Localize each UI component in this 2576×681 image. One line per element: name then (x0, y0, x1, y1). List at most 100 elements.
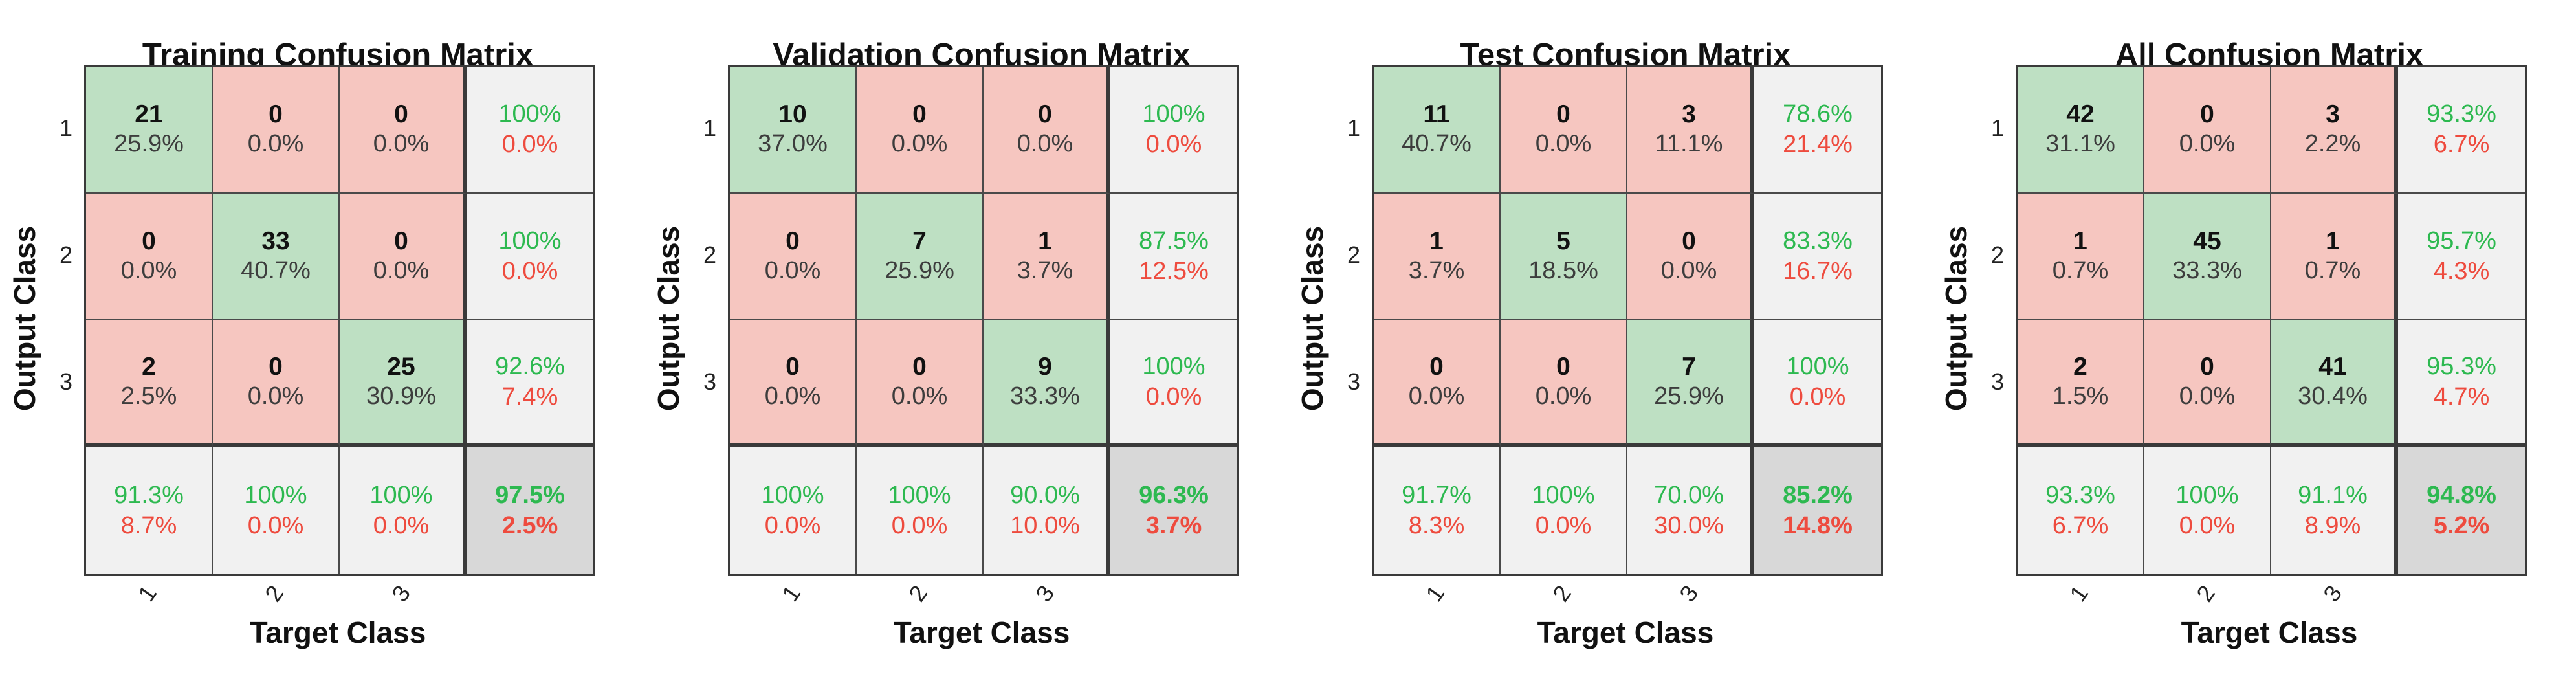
observation-count: 2 (142, 353, 156, 381)
matrix-cell-r1c3: 3 11.1% (1627, 67, 1754, 194)
overall-accuracy: 85.2% (1783, 481, 1853, 509)
observation-percent: 0.0% (373, 130, 430, 158)
observation-percent: 0.0% (120, 257, 177, 285)
success-rate: 70.0% (1654, 481, 1724, 509)
y-tick-label: 3 (1990, 368, 2004, 395)
matrix-cell-r1c2: 0 0.0% (1501, 67, 1627, 194)
matrix-cell-r1c1: 21 25.9% (86, 67, 213, 194)
x-tick-label: 1 (2064, 580, 2094, 607)
observation-count: 0 (142, 227, 156, 256)
observation-percent: 0.0% (2179, 383, 2236, 410)
success-rate: 100% (888, 481, 951, 509)
observation-count: 2 (2073, 353, 2087, 381)
matrix-cell-r3c3: 25 30.9% (340, 320, 467, 447)
observation-percent: 25.9% (1654, 383, 1724, 410)
overall-error: 5.2% (2433, 511, 2490, 539)
success-rate: 87.5% (1139, 227, 1209, 254)
confusion-matrix-panel-4: All Confusion Matrix Output Class 42 31.1… (1932, 0, 2575, 681)
observation-percent: 33.3% (1010, 383, 1080, 410)
success-rate: 91.1% (2298, 481, 2368, 509)
overall-accuracy: 94.8% (2427, 481, 2496, 509)
matrix-cell-r3c3: 9 33.3% (984, 320, 1110, 447)
overall-error: 3.7% (1145, 511, 1202, 539)
error-rate: 6.7% (2052, 511, 2109, 539)
matrix-cell-r3c2: 0 0.0% (857, 320, 984, 447)
observation-percent: 0.0% (1535, 383, 1592, 410)
col-summary-cell-c3: 100% 0.0% (340, 447, 467, 574)
overall-error: 2.5% (501, 511, 558, 539)
observation-count: 1 (1038, 227, 1052, 256)
overall-accuracy-cell: 94.8% 5.2% (2398, 447, 2525, 574)
overall-accuracy: 96.3% (1139, 481, 1209, 509)
x-tick-label: 3 (2318, 580, 2348, 607)
success-rate: 100% (369, 481, 433, 509)
observation-percent: 0.0% (891, 130, 948, 158)
matrix-cell-r3c2: 0 0.0% (213, 320, 340, 447)
observation-percent: 0.0% (1017, 130, 1073, 158)
col-summary-cell-c3: 70.0% 30.0% (1627, 447, 1754, 574)
observation-count: 0 (786, 227, 800, 256)
matrix-cell-r3c1: 0 0.0% (1374, 320, 1501, 447)
confusion-matrix-grid: 42 31.1% 0 0.0% 3 2.2% 93.3% 6.7% 1 0.7% 45 33.3% 1 0… (2016, 65, 2527, 576)
y-tick-label: 3 (59, 368, 72, 395)
y-tick-label: 2 (1347, 241, 1360, 268)
error-rate: 0.0% (1535, 511, 1592, 539)
success-rate: 100% (761, 481, 824, 509)
matrix-cell-r3c3: 41 30.4% (2271, 320, 2398, 447)
observation-percent: 37.0% (758, 130, 828, 158)
success-rate: 90.0% (1010, 481, 1080, 509)
matrix-cell-r3c3: 7 25.9% (1627, 320, 1754, 447)
matrix-cell-r1c3: 0 0.0% (340, 67, 467, 194)
observation-percent: 3.7% (1408, 257, 1465, 285)
y-tick-label: 2 (59, 241, 72, 268)
matrix-cell-r1c3: 3 2.2% (2271, 67, 2398, 194)
observation-count: 0 (269, 353, 283, 381)
observation-count: 1 (2073, 227, 2087, 256)
observation-count: 0 (2200, 100, 2214, 129)
observation-percent: 2.5% (120, 383, 177, 410)
y-tick-label: 1 (1990, 115, 2004, 141)
success-rate: 100% (498, 100, 562, 128)
observation-count: 5 (1556, 227, 1570, 256)
observation-count: 11 (1423, 100, 1450, 129)
success-rate: 83.3% (1783, 227, 1853, 254)
matrix-cell-r2c2: 45 33.3% (2144, 194, 2271, 320)
observation-count: 10 (778, 100, 807, 129)
observation-count: 9 (1038, 353, 1052, 381)
row-summary-cell-r1: 100% 0.0% (1110, 67, 1237, 194)
y-tick-label: 3 (703, 368, 716, 395)
error-rate: 16.7% (1783, 257, 1853, 285)
success-rate: 91.3% (114, 481, 184, 509)
observation-percent: 25.9% (885, 257, 954, 285)
observation-percent: 0.0% (764, 383, 821, 410)
error-rate: 4.3% (2433, 257, 2490, 285)
observation-count: 3 (1682, 100, 1696, 129)
row-summary-cell-r1: 100% 0.0% (467, 67, 593, 194)
observation-count: 0 (1038, 100, 1052, 129)
matrix-cell-r2c1: 1 0.7% (2018, 194, 2144, 320)
confusion-matrix-grid: 11 40.7% 0 0.0% 3 11.1% 78.6% 21.4% 1 3.7% 5 18.5% 0… (1372, 65, 1883, 576)
matrix-cell-r1c2: 0 0.0% (213, 67, 340, 194)
matrix-cell-r2c1: 0 0.0% (86, 194, 213, 320)
matrix-cell-r3c1: 2 1.5% (2018, 320, 2144, 447)
error-rate: 7.4% (501, 383, 558, 410)
col-summary-cell-c2: 100% 0.0% (857, 447, 984, 574)
observation-count: 0 (1556, 100, 1570, 129)
matrix-cell-r3c2: 0 0.0% (2144, 320, 2271, 447)
matrix-cell-r1c1: 11 40.7% (1374, 67, 1501, 194)
error-rate: 0.0% (2179, 511, 2236, 539)
y-tick-label: 1 (1347, 115, 1360, 141)
row-summary-cell-r3: 95.3% 4.7% (2398, 320, 2525, 447)
observation-count: 0 (1682, 227, 1696, 256)
success-rate: 100% (1786, 352, 1849, 380)
x-axis-label: Target Class (249, 616, 426, 649)
success-rate: 100% (1142, 352, 1205, 380)
error-rate: 30.0% (1654, 511, 1724, 539)
row-summary-cell-r1: 78.6% 21.4% (1754, 67, 1881, 194)
error-rate: 0.0% (1145, 383, 1202, 410)
overall-accuracy-cell: 96.3% 3.7% (1110, 447, 1237, 574)
observation-count: 0 (1556, 353, 1570, 381)
x-tick-label: 3 (386, 580, 416, 607)
success-rate: 95.3% (2427, 352, 2496, 380)
observation-percent: 11.1% (1655, 130, 1723, 158)
